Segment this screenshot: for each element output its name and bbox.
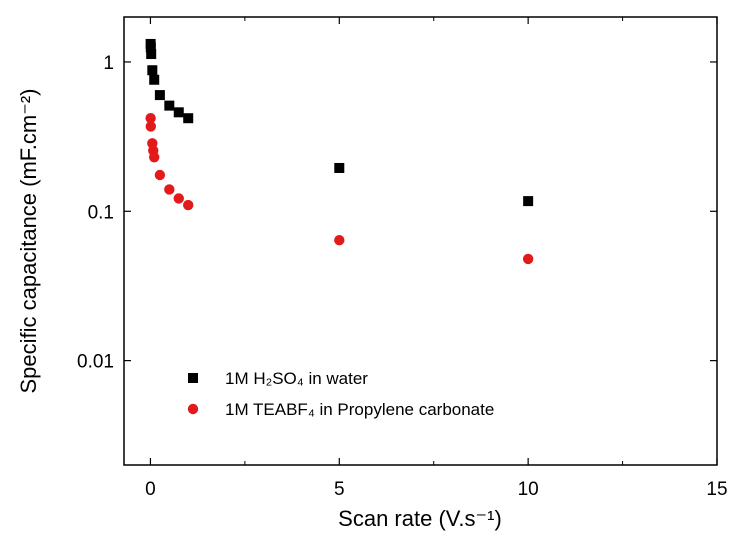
legend-label: 1M TEABF₄ in Propylene carbonate [225, 400, 494, 419]
series-2-point [183, 199, 194, 211]
y-tick-label: 0.01 [77, 352, 114, 373]
series-1-point [147, 65, 158, 76]
y-tick-label: 1 [103, 53, 114, 74]
series-2-point [154, 169, 166, 181]
axis-ticks [124, 17, 718, 465]
series-2-point [334, 235, 345, 246]
series-1-point [164, 100, 175, 111]
series-2-point [173, 193, 184, 204]
series-2-point [145, 121, 157, 132]
y-axis-title: Specific capacitance (mF.cm⁻²) [16, 88, 41, 393]
series-1-point [149, 74, 160, 85]
data-points [145, 38, 534, 265]
legend-label: 1M H₂SO₄ in water [225, 369, 368, 388]
series-2-point [522, 253, 534, 265]
series-1-point [183, 113, 194, 124]
legend: 1M H₂SO₄ in water 1M TEABF₄ in Propylene … [187, 369, 494, 419]
tick-labels: 0 5 10 15 0.01 0.1 1 [77, 53, 728, 500]
series-2-point [149, 152, 160, 163]
x-axis-title: Scan rate (V.s⁻¹) [338, 506, 502, 531]
x-tick-label: 0 [145, 479, 156, 500]
series-1-point [154, 90, 165, 101]
y-tick-label: 0.1 [88, 202, 114, 223]
series-2-point [145, 113, 156, 124]
series-1-point [334, 162, 345, 173]
series-1-point [145, 42, 156, 53]
series-1-point [523, 196, 534, 207]
legend-marker-circle [187, 403, 199, 415]
legend-marker-square [188, 373, 198, 383]
series-1-point [173, 107, 184, 118]
x-tick-label: 10 [518, 479, 539, 500]
plot-frame [123, 16, 718, 466]
series-1-point [146, 49, 157, 60]
series-2-point [164, 184, 175, 195]
x-tick-label: 5 [334, 479, 345, 500]
x-tick-label: 15 [706, 479, 727, 500]
